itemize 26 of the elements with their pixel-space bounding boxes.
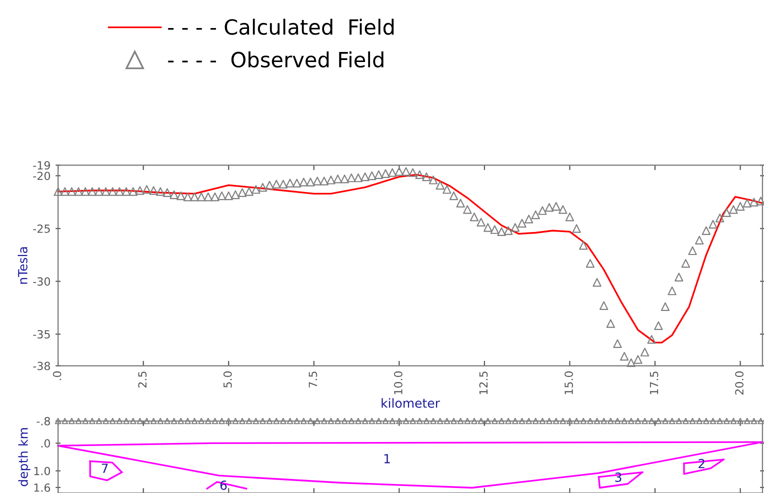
y-tick-label: -25 [33, 224, 50, 233]
y-tick-label: -.8 [36, 416, 50, 426]
x-tick-label: 10.0 [394, 371, 402, 394]
legend-label: - - - - Calculated Field [168, 18, 394, 35]
legend-label: - - - - Observed Field [168, 51, 384, 68]
y-tick-label: -19 [33, 161, 50, 170]
x-axis-title: kilometer [382, 398, 440, 408]
x-tick-label: 5.0 [223, 371, 232, 388]
x-tick-label: 2.5 [138, 372, 147, 388]
y-tick-label: -30 [33, 277, 50, 286]
x-tick-label: 7.5 [308, 372, 318, 388]
x-tick-label: .0 [52, 371, 62, 380]
y-tick-label: 1.0 [34, 466, 50, 476]
y-axis-title: nTesla [18, 247, 28, 284]
y-tick-label: -35 [33, 330, 50, 339]
y-tick-label: 1.6 [34, 483, 50, 492]
x-tick-label: 12.5 [479, 372, 488, 394]
y-tick-label: -20 [33, 172, 50, 180]
y-tick-label: -38 [33, 362, 50, 370]
x-tick-label: 20.0 [735, 371, 744, 395]
series-label: 1 [384, 454, 390, 464]
x-tick-label: 15.0 [564, 371, 573, 394]
y-axis-title: depth km [18, 428, 30, 486]
series-label: 7 [102, 464, 108, 473]
x-tick-label: 17.5 [650, 372, 658, 394]
y-tick-label: .0 [41, 439, 50, 448]
